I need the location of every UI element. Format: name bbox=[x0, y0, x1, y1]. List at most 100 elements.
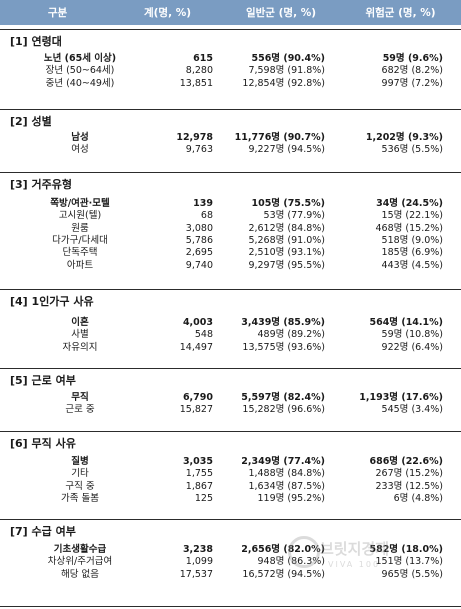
row-general: 16,572명 (94.5%) bbox=[242, 568, 325, 580]
row-total: 139 bbox=[193, 198, 213, 209]
row-risk: 185명 (6.9%) bbox=[381, 247, 443, 259]
row-general: 119명 (95.2%) bbox=[257, 492, 325, 504]
table-row: 단독주택 2,695 2,510명 (93.1%) 185명 (6.9%) bbox=[0, 247, 461, 259]
row-risk: 582명 (18.0%) bbox=[369, 544, 443, 555]
row-total: 15,827 bbox=[179, 404, 213, 416]
row-label: 질병 bbox=[71, 456, 89, 467]
row-general: 2,349명 (77.4%) bbox=[241, 456, 325, 467]
table-row: 여성 9,763 9,227명 (94.5%) 536명 (5.5%) bbox=[0, 144, 461, 156]
table-header: 구분 계(명, %) 일반군 (명, %) 위험군 (명, %) bbox=[0, 0, 461, 25]
row-risk: 59명 (9.6%) bbox=[382, 53, 443, 64]
row-label: 쪽방/여관·모텔 bbox=[50, 198, 110, 209]
table-row: 무직 6,790 5,597명 (82.4%) 1,193명 (17.6%) bbox=[0, 392, 461, 404]
row-total: 1,099 bbox=[185, 556, 213, 568]
row-risk: 1,193명 (17.6%) bbox=[359, 392, 443, 403]
row-total: 13,851 bbox=[179, 77, 213, 89]
row-total: 12,978 bbox=[176, 132, 213, 143]
header-risk: 위험군 (명, %) bbox=[365, 7, 436, 19]
row-total: 3,035 bbox=[182, 456, 213, 467]
row-total: 3,080 bbox=[185, 222, 213, 234]
row-label: 여성 bbox=[71, 144, 89, 156]
table-row: 남성 12,978 11,776명 (90.7%) 1,202명 (9.3%) bbox=[0, 132, 461, 144]
row-label: 장년 (50~64세) bbox=[45, 65, 115, 77]
row-general: 556명 (90.4%) bbox=[251, 53, 325, 64]
table-row: 원룸 3,080 2,612명 (84.8%) 468명 (15.2%) bbox=[0, 223, 461, 235]
row-risk: 686명 (22.6%) bbox=[369, 456, 443, 467]
table-row: 기초생활수급 3,238 2,656명 (82.0%) 582명 (18.0%) bbox=[0, 544, 461, 556]
table-row: 고시원(텔) 68 53명 (77.9%) 15명 (22.1%) bbox=[0, 210, 461, 222]
row-risk: 15명 (22.1%) bbox=[381, 210, 443, 222]
row-general: 489명 (89.2%) bbox=[257, 329, 325, 341]
section-divider bbox=[0, 431, 461, 432]
row-total: 68 bbox=[200, 210, 213, 222]
row-label: 자유의지 bbox=[62, 341, 98, 353]
row-general: 2,510명 (93.1%) bbox=[248, 247, 325, 259]
section-divider bbox=[0, 109, 461, 110]
table-row: 구직 중 1,867 1,634명 (87.5%) 233명 (12.5%) bbox=[0, 481, 461, 493]
section-title: [7] 수급 여부 bbox=[10, 525, 76, 538]
table-row: 자유의지 14,497 13,575명 (93.6%) 922명 (6.4%) bbox=[0, 342, 461, 354]
table-row: 질병 3,035 2,349명 (77.4%) 686명 (22.6%) bbox=[0, 456, 461, 468]
section-title: [1] 연령대 bbox=[10, 35, 62, 48]
row-label: 기초생활수급 bbox=[53, 544, 107, 555]
header-category: 구분 bbox=[47, 7, 68, 19]
row-label: 다가구/다세대 bbox=[52, 234, 108, 246]
row-label: 원룸 bbox=[71, 222, 89, 234]
row-risk: 682명 (8.2%) bbox=[381, 65, 443, 77]
table-row: 노년 (65세 이상) 615 556명 (90.4%) 59명 (9.6%) bbox=[0, 53, 461, 65]
row-risk: 518명 (9.0%) bbox=[381, 234, 443, 246]
row-general: 5,597명 (82.4%) bbox=[241, 392, 325, 403]
row-risk: 468명 (15.2%) bbox=[375, 222, 443, 234]
row-risk: 267명 (15.2%) bbox=[375, 468, 443, 480]
row-general: 7,598명 (91.8%) bbox=[248, 65, 325, 77]
row-risk: 536명 (5.5%) bbox=[381, 144, 443, 156]
table-bottom-line bbox=[0, 606, 461, 607]
table-row: 쪽방/여관·모텔 139 105명 (75.5%) 34명 (24.5%) bbox=[0, 198, 461, 210]
row-risk: 965명 (5.5%) bbox=[381, 568, 443, 580]
table-row: 기타 1,755 1,488명 (84.8%) 267명 (15.2%) bbox=[0, 468, 461, 480]
watermark-logo-icon bbox=[288, 536, 320, 568]
section-title: [4] 1인가구 사유 bbox=[10, 295, 94, 308]
row-total: 6,790 bbox=[182, 392, 213, 403]
row-label: 남성 bbox=[71, 132, 89, 143]
row-risk: 545명 (3.4%) bbox=[381, 404, 443, 416]
row-general: 11,776명 (90.7%) bbox=[234, 132, 325, 143]
row-label: 사별 bbox=[71, 329, 89, 341]
table-row: 중년 (40~49세) 13,851 12,854명 (92.8%) 997명 (7.… bbox=[0, 78, 461, 90]
row-label: 구직 중 bbox=[65, 480, 95, 492]
row-general: 13,575명 (93.6%) bbox=[242, 341, 325, 353]
section-divider bbox=[0, 368, 461, 369]
row-label: 해당 없음 bbox=[61, 568, 99, 580]
row-label: 단독주택 bbox=[62, 247, 98, 259]
row-total: 125 bbox=[194, 492, 213, 504]
row-general: 105명 (75.5%) bbox=[251, 198, 325, 209]
row-total: 4,003 bbox=[182, 317, 213, 328]
row-label: 중년 (40~49세) bbox=[45, 77, 115, 89]
section-title: [2] 성별 bbox=[10, 115, 52, 128]
row-total: 548 bbox=[194, 329, 213, 341]
row-total: 8,280 bbox=[185, 65, 213, 77]
section-divider bbox=[0, 289, 461, 290]
row-total: 2,695 bbox=[185, 247, 213, 259]
row-total: 615 bbox=[193, 53, 213, 64]
row-label: 차상위/주거급여 bbox=[47, 556, 113, 568]
table-row: 사별 548 489명 (89.2%) 59명 (10.8%) bbox=[0, 329, 461, 341]
table-row: 아파트 9,740 9,297명 (95.5%) 443명 (4.5%) bbox=[0, 260, 461, 272]
row-risk: 1,202명 (9.3%) bbox=[365, 132, 443, 143]
row-label: 가족 돌봄 bbox=[61, 492, 99, 504]
row-general: 2,656명 (82.0%) bbox=[241, 544, 325, 555]
row-label: 이혼 bbox=[71, 317, 89, 328]
row-general: 1,634명 (87.5%) bbox=[248, 480, 325, 492]
watermark-sub: VIVA 100 bbox=[328, 560, 381, 569]
row-risk: 564명 (14.1%) bbox=[369, 317, 443, 328]
row-total: 9,763 bbox=[185, 144, 213, 156]
watermark: 브릿지경제 VIVA 100 bbox=[280, 530, 460, 600]
section-title: [3] 거주유형 bbox=[10, 178, 73, 191]
row-total: 14,497 bbox=[179, 341, 213, 353]
table-row: 장년 (50~64세) 8,280 7,598명 (91.8%) 682명 (8.2%… bbox=[0, 65, 461, 77]
row-general: 2,612명 (84.8%) bbox=[248, 222, 325, 234]
row-label: 노년 (65세 이상) bbox=[43, 53, 117, 64]
watermark-text: 브릿지경제 bbox=[320, 540, 390, 558]
row-label: 아파트 bbox=[66, 259, 94, 271]
